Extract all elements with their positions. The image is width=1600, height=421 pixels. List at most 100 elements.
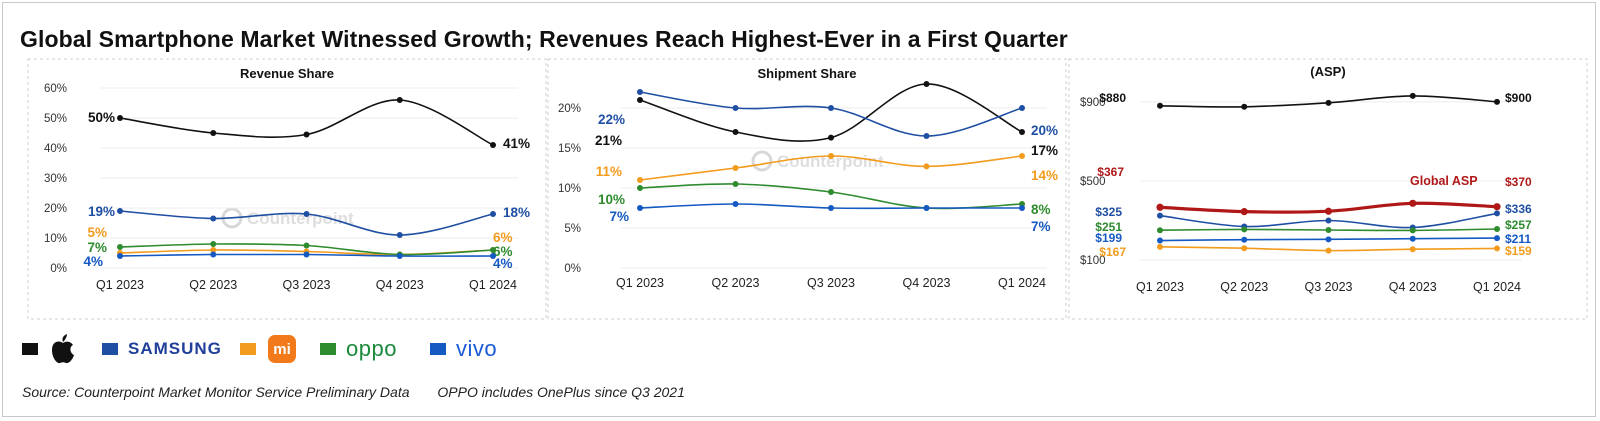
data-point-apple [1494,98,1500,105]
data-label-samsung: 20% [1031,123,1058,138]
xiaomi-logo: mi [268,335,296,363]
data-point-global [1324,207,1333,215]
source-note: Source: Counterpoint Market Monitor Serv… [22,384,410,400]
data-label-samsung: $336 [1505,202,1532,216]
legend-item-oppo: oppo [320,330,397,368]
data-point-xiaomi [732,165,739,171]
data-label-oppo: $257 [1505,218,1532,232]
data-point-xiaomi [1157,243,1163,250]
shipment-share-chart: Shipment Share Counterpoint 0% 5% 10% 15% 20% Q… [547,58,1067,320]
watermark: Counterpoint [247,209,354,228]
x-tick-label: Q2 2023 [189,278,237,292]
y-tick-label: $500 [1080,176,1106,188]
data-point-oppo [1494,226,1500,233]
data-point-vivo [828,205,834,211]
data-label-oppo: 6% [493,244,513,259]
data-point-vivo [1494,235,1500,242]
data-label-xiaomi: $167 [1099,245,1126,259]
x-tick-label: Q3 2023 [807,276,855,290]
y-tick-label: 20% [44,203,67,215]
data-point-samsung [828,105,834,111]
data-label-apple: 50% [88,110,115,125]
y-tick-label: 15% [558,143,581,155]
data-label-samsung: 22% [598,112,625,127]
y-tick-label: 60% [44,83,67,95]
data-point-oppo [1157,227,1163,234]
data-label-samsung: 19% [88,204,115,219]
x-tick-label: Q3 2023 [1305,280,1353,294]
data-point-apple [210,130,217,136]
panel-border [1068,58,1588,320]
data-point-oppo [637,185,643,191]
data-label-apple: 17% [1031,143,1058,158]
data-point-apple [490,142,496,148]
y-tick-label: 5% [564,223,581,235]
watermark: Counterpoint [777,152,884,171]
vivo-logo: vivo [456,336,498,361]
legend-swatch [102,343,118,355]
y-tick-label: 0% [564,263,581,275]
x-tick-label: Q4 2023 [1389,280,1437,294]
data-point-oppo [117,244,123,250]
y-tick-label: 50% [44,113,67,125]
y-tick-label: $100 [1080,255,1106,267]
data-point-apple [1241,103,1248,110]
y-tick-label: 30% [44,173,67,185]
data-point-xiaomi [1409,246,1416,253]
data-point-samsung [1157,212,1163,219]
data-label-apple: $900 [1505,91,1532,105]
data-label-apple: 41% [503,136,530,151]
legend-swatch [430,343,446,355]
data-point-apple [923,81,930,87]
data-point-vivo [732,201,739,207]
data-point-oppo [1325,227,1332,234]
data-point-xiaomi [1241,245,1248,252]
data-point-xiaomi [1325,247,1332,254]
data-point-oppo [1241,226,1248,233]
data-point-apple [732,129,739,135]
panel-title: Shipment Share [758,66,857,81]
data-point-samsung [637,89,643,95]
data-point-global [1493,203,1501,211]
data-point-apple [637,97,643,103]
y-tick-label: 0% [50,263,67,275]
y-tick-label: 10% [44,233,67,245]
oppo-logo: oppo [346,336,397,361]
series-line-apple [639,83,1023,142]
panel-border [27,58,547,320]
page-title: Global Smartphone Market Witnessed Growt… [20,26,1068,52]
x-tick-label: Q1 2023 [1136,280,1184,294]
data-point-vivo [396,253,403,259]
data-point-xiaomi [637,177,643,183]
panel-title: (ASP) [1310,64,1345,79]
data-point-vivo [1409,235,1416,242]
data-label-global: $370 [1505,175,1532,189]
x-tick-label: Q1 2024 [998,276,1046,290]
legend-item-samsung: SAMSUNG [102,330,222,368]
x-tick-label: Q1 2024 [1473,280,1521,294]
data-point-global [1240,208,1248,216]
data-label-oppo: 8% [1031,202,1051,217]
y-tick-label: 40% [44,143,67,155]
y-tick-label: $900 [1080,97,1106,109]
data-point-samsung [1494,210,1500,217]
x-tick-label: Q1 2024 [469,278,517,292]
data-label-apple: $880 [1099,91,1126,105]
x-tick-label: Q4 2023 [903,276,951,290]
data-point-samsung [732,105,739,111]
data-point-oppo [1409,227,1416,234]
data-label-vivo: 4% [493,256,513,271]
data-point-apple [1325,99,1332,106]
data-point-vivo [923,205,930,211]
data-point-samsung [117,208,123,214]
data-point-apple [1019,129,1025,135]
samsung-logo: SAMSUNG [128,339,222,358]
data-label-oppo: $251 [1095,220,1122,234]
data-label-xiaomi: $159 [1505,244,1532,258]
data-label-oppo: 7% [87,240,107,255]
x-tick-label: Q2 2023 [712,276,760,290]
data-label-vivo: 4% [83,254,103,269]
x-tick-label: Q3 2023 [283,278,331,292]
data-label-vivo: 7% [1031,219,1051,234]
data-label-vivo: $211 [1505,232,1531,246]
